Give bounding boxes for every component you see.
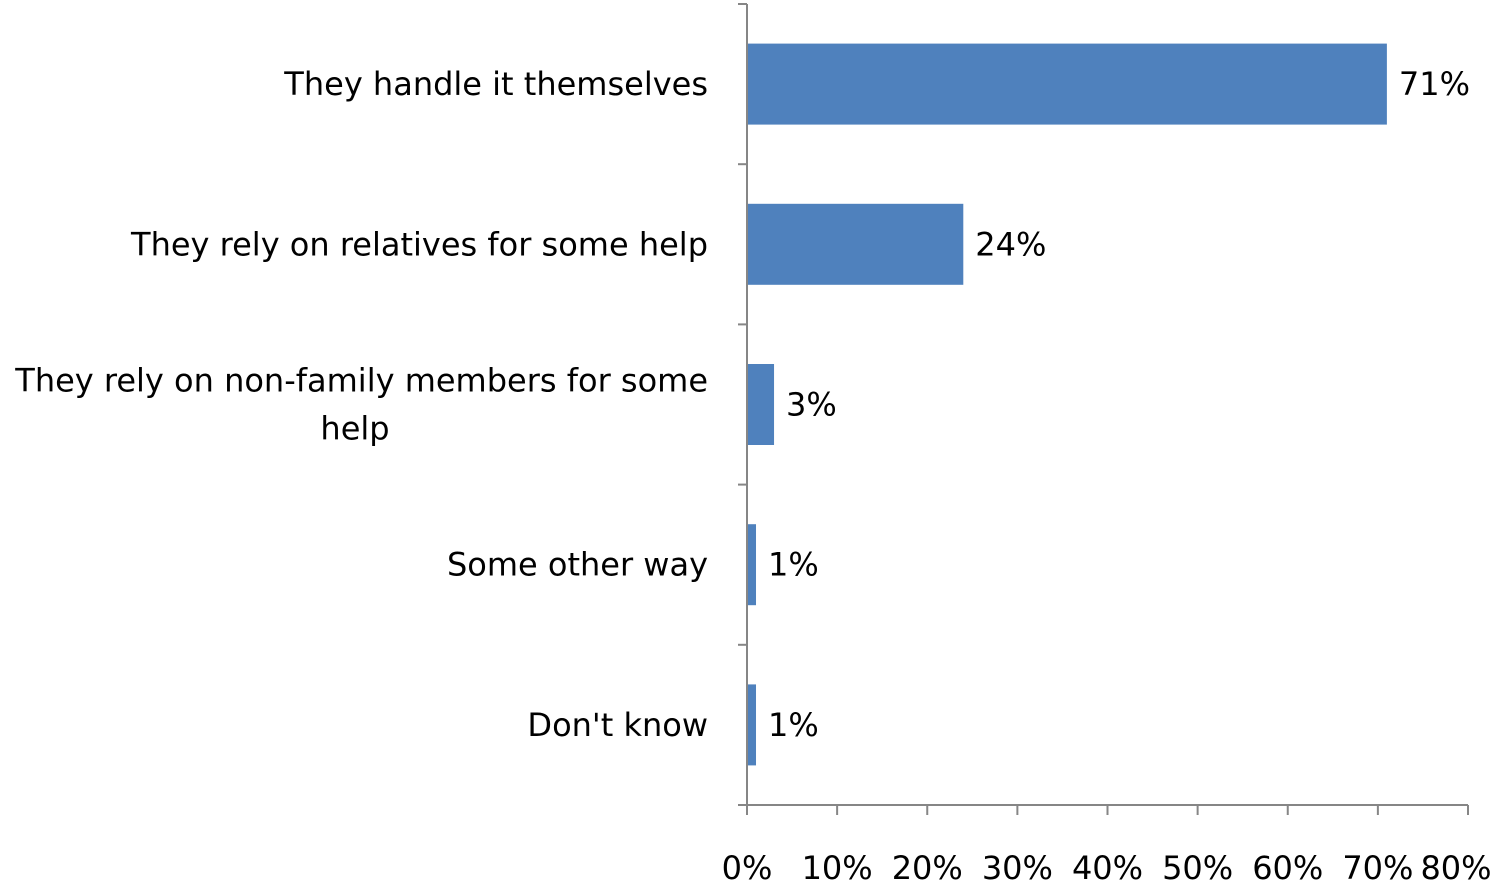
category-label: They rely on relatives for some help [130, 225, 708, 263]
bar [747, 684, 757, 766]
x-tick-label: 20% [892, 849, 963, 887]
x-tick-label: 60% [1252, 849, 1323, 887]
labels-group: 71% They handle it themselves 24% They rely… [14, 65, 1491, 887]
category-label: They rely on non-family members for some [14, 362, 708, 400]
x-tick-label: 0% [722, 849, 773, 887]
x-tick-label: 40% [1072, 849, 1143, 887]
bar [747, 43, 1387, 125]
x-tick-label: 70% [1342, 849, 1413, 887]
data-label: 1% [768, 706, 819, 744]
x-tick-label: 50% [1162, 849, 1233, 887]
category-label: They handle it themselves [283, 65, 708, 103]
category-label: Some other way [447, 546, 708, 584]
axes-group [738, 3, 1469, 815]
data-label: 24% [975, 225, 1046, 263]
bars-group [747, 43, 1387, 766]
category-label: help [320, 410, 389, 448]
bar [747, 364, 775, 445]
bar [747, 203, 964, 285]
data-label: 3% [786, 386, 837, 424]
x-tick-label: 10% [802, 849, 873, 887]
category-label: Don't know [527, 706, 708, 744]
bar [747, 524, 757, 606]
data-label: 1% [768, 546, 819, 584]
data-label: 71% [1399, 65, 1470, 103]
x-tick-label: 80% [1420, 849, 1491, 887]
x-tick-label: 30% [982, 849, 1053, 887]
